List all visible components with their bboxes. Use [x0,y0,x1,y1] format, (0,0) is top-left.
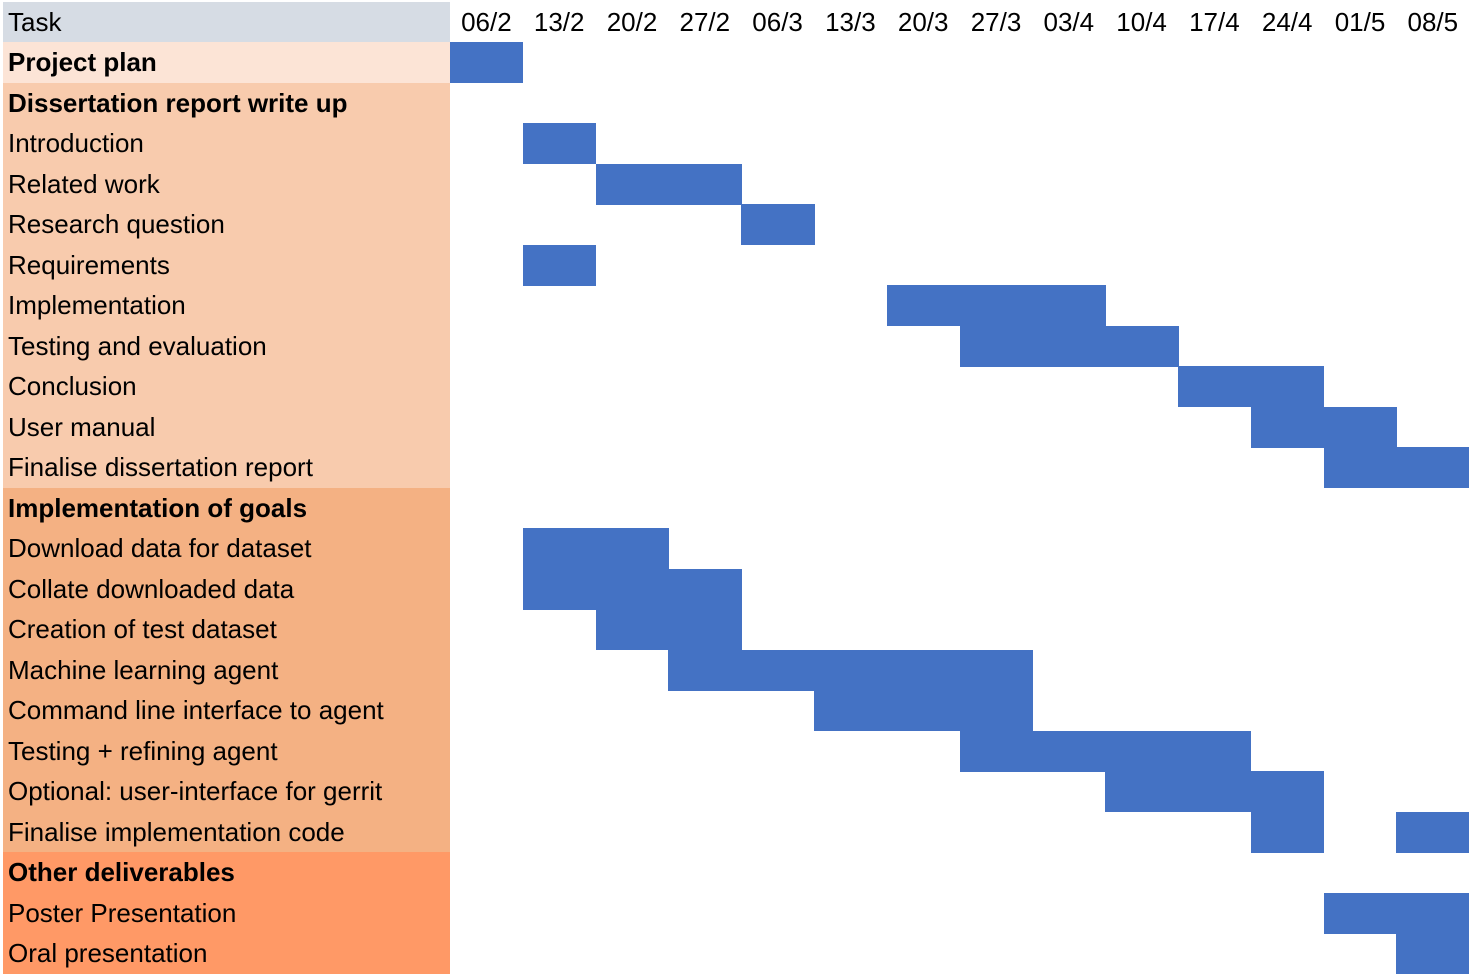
task-bar-22 [1396,933,1469,975]
task-label-22: Oral presentation [3,933,450,974]
task-label-1: Dissertation report write up [3,82,450,123]
week-header-7: 27/3 [970,7,1022,37]
task-label-9: User manual [3,406,450,447]
week-header-8: 03/4 [1043,7,1095,37]
task-bar-9 [1250,406,1397,448]
task-label-2: Introduction [3,123,450,164]
task-bar-19-1 [1396,811,1469,853]
task-label-6: Implementation [3,285,450,326]
header-task-label: Task [3,2,450,42]
task-bar-2 [522,123,597,165]
task-label-16: Command line interface to agent [3,690,450,731]
task-bar-5 [522,244,597,286]
task-bar-18 [1105,771,1325,813]
task-label-3: Related work [3,163,450,204]
task-bar-21 [1323,892,1469,934]
task-bar-0 [450,42,524,84]
task-label-12: Download data for dataset [3,528,450,569]
task-label-14: Creation of test dataset [3,609,450,650]
week-header-12: 01/5 [1334,7,1386,37]
task-label-20: Other deliverables [3,852,450,893]
week-header-5: 13/3 [825,7,876,37]
task-label-5: Requirements [3,244,450,285]
task-label-21: Poster Presentation [3,892,450,933]
task-bar-14 [595,609,742,651]
task-label-11: Implementation of goals [3,487,450,528]
week-header-11: 24/4 [1261,7,1313,37]
task-bar-16 [814,690,1033,732]
task-bar-3 [595,163,742,205]
week-header-3: 27/2 [679,7,731,37]
task-label-7: Testing and evaluation [3,325,450,366]
task-label-19: Finalise implementation code [3,811,450,852]
week-header-1: 13/2 [533,7,585,37]
week-header-13: 08/5 [1407,7,1459,37]
task-label-0: Project plan [3,42,450,83]
task-bar-10 [1323,447,1469,489]
task-bar-19-0 [1250,811,1325,853]
task-bar-17 [959,730,1252,772]
task-label-17: Testing + refining agent [3,730,450,771]
week-header-10: 17/4 [1189,7,1240,37]
task-label-10: Finalise dissertation report [3,447,450,488]
task-bar-8 [1178,366,1325,408]
week-header-9: 10/4 [1116,7,1167,37]
week-header-2: 20/2 [606,7,658,37]
task-label-13: Collate downloaded data [3,568,450,609]
task-bar-6 [886,285,1106,327]
week-header-0: 06/2 [461,7,512,37]
task-label-15: Machine learning agent [3,649,450,690]
task-label-8: Conclusion [3,366,450,407]
task-bar-15 [668,649,1033,691]
task-bar-4 [741,204,815,246]
task-label-4: Research question [3,204,450,245]
week-header-6: 20/3 [897,7,949,37]
task-bar-7 [959,325,1179,367]
task-label-18: Optional: user-interface for gerrit [3,771,450,812]
task-bar-12 [522,528,669,570]
week-header-4: 06/3 [752,7,803,37]
task-bar-13 [522,568,742,610]
